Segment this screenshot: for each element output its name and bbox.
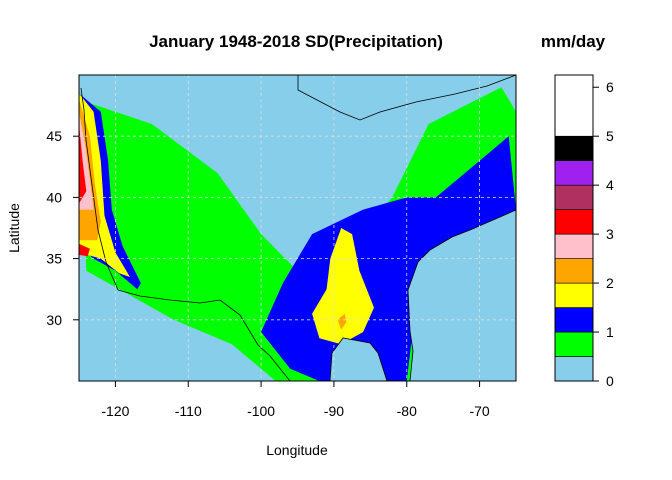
- colorbar-swatch: [554, 160, 594, 186]
- x-tick-label: -120: [101, 403, 129, 419]
- figure-title: January 1948-2018 SD(Precipitation): [149, 32, 443, 51]
- y-axis-label: Latitude: [6, 203, 22, 253]
- x-tick-label: -90: [324, 403, 344, 419]
- x-tick-label: -70: [469, 403, 489, 419]
- colorbar-swatch: [554, 282, 594, 308]
- coastline-outline: [79, 75, 516, 381]
- colorbar-swatch: [554, 307, 594, 333]
- colorbar-frame: [554, 74, 594, 382]
- colorbar-tick-label: 0: [606, 373, 614, 389]
- colorbar-swatch: [554, 135, 594, 161]
- colorbar-swatch: [554, 331, 594, 357]
- x-axis-label: Longitude: [266, 442, 328, 458]
- colorbar-tick-label: 1: [606, 324, 614, 340]
- y-axis: 30 35 40 45: [46, 128, 79, 328]
- x-tick-label: -110: [175, 403, 202, 419]
- precip-contour-level-3-region-2: [312, 228, 374, 345]
- x-tick-label: -80: [397, 403, 417, 419]
- colorbar-swatch: [554, 184, 594, 210]
- colorbar-legend: 0 1 2 3 4 5 6: [554, 74, 614, 389]
- colorbar-tick-label: 3: [606, 226, 614, 242]
- colorbar-swatch: [554, 258, 594, 284]
- colorbar-units-label: mm/day: [541, 32, 606, 51]
- y-tick-label: 45: [46, 128, 62, 144]
- plot-frame: [78, 74, 517, 382]
- map-outline: [79, 75, 516, 381]
- us-mexico-border: [117, 289, 291, 381]
- grid-lines: [79, 75, 516, 381]
- y-tick-label: 40: [46, 189, 62, 205]
- y-tick-label: 30: [46, 312, 62, 328]
- precip-contour-level-4-region-3: [337, 313, 347, 330]
- colorbar-tick-label: 2: [606, 275, 614, 291]
- y-tick-label: 35: [46, 251, 62, 267]
- x-tick-label: -100: [247, 403, 275, 419]
- coast-west: [80, 87, 119, 291]
- colorbar-tick-label: 6: [606, 79, 614, 95]
- precip-contour-level-6-region-8: [79, 124, 87, 204]
- colorbar-tick-label: 4: [606, 177, 614, 193]
- colorbar-swatch: [554, 209, 594, 235]
- x-axis: -120 -110 -100 -90 -80 -70: [101, 381, 490, 419]
- precip-contour-level-6-region-9: [79, 243, 90, 257]
- colorbar-swatch: [554, 356, 594, 382]
- colorbar-tick-label: 5: [606, 128, 614, 144]
- colorbar-swatch: [554, 233, 594, 259]
